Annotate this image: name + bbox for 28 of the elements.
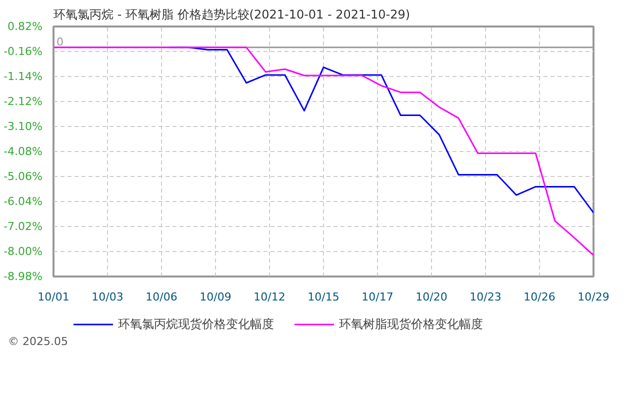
y-tick-label: -4.08% [4, 145, 43, 158]
x-tick-label: 10/23 [470, 290, 502, 304]
y-tick-label: -6.04% [4, 195, 43, 208]
y-tick-label: -0.16% [4, 45, 43, 58]
y-tick-label: -5.06% [4, 170, 43, 183]
text: © 2025.05 [8, 334, 68, 350]
x-tick-label: 10/29 [578, 290, 610, 304]
x-tick-label: 10/17 [362, 290, 394, 304]
y-tick-label: -3.10% [4, 120, 43, 133]
x-tick-label: 10/26 [524, 290, 556, 304]
chart-title: 环氧氯丙烷 - 环氧树脂 价格趋势比较(2021-10-01 - 2021-10-29) [54, 8, 410, 22]
y-tick-label: -7.02% [4, 220, 43, 233]
ref-line-label: 0 [56, 35, 64, 48]
x-tick-label: 10/09 [200, 290, 232, 304]
x-tick-label: 10/15 [308, 290, 340, 304]
legend-label: 环氧树脂现货价格变化幅度 [339, 316, 483, 332]
y-tick-label: -8.98% [4, 270, 43, 283]
y-tick-label: -8.00% [4, 245, 43, 258]
x-tick-label: 10/20 [416, 290, 448, 304]
x-tick-label: 10/03 [92, 290, 124, 304]
y-tick-label: -1.14% [4, 70, 43, 83]
legend-label: 环氧氯丙烷现货价格变化幅度 [118, 316, 274, 332]
line-series [54, 46, 594, 256]
y-tick-label: -2.12% [4, 95, 43, 108]
x-tick-label: 10/06 [146, 290, 178, 304]
x-tick-label: 10/12 [254, 290, 286, 304]
y-tick-label: 0.82% [8, 20, 43, 33]
x-tick-label: 10/01 [38, 290, 70, 304]
